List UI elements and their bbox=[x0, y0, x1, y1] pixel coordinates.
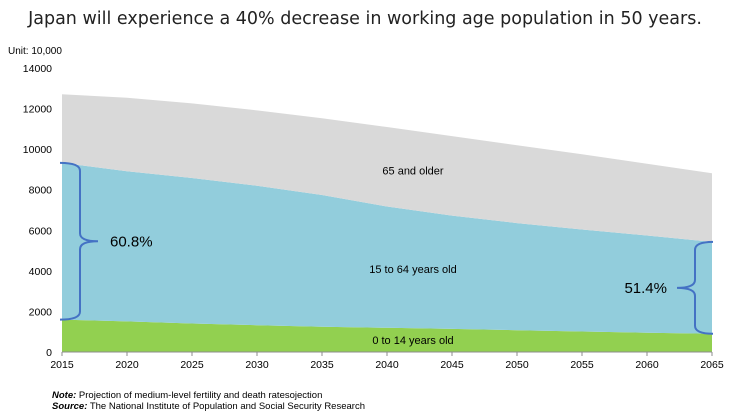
source-text: The National Institute of Population and… bbox=[87, 401, 365, 412]
x-tick-label: 2040 bbox=[375, 359, 399, 371]
percentage-bracket bbox=[59, 161, 99, 321]
source-line: Source: The National Institute of Popula… bbox=[52, 401, 365, 412]
series-label: 0 to 14 years old bbox=[372, 335, 453, 347]
y-tick-label: 14000 bbox=[23, 63, 52, 75]
footnotes: Note: Projection of medium-level fertili… bbox=[52, 390, 365, 412]
x-tick-label: 2065 bbox=[700, 359, 724, 371]
series-label: 65 and older bbox=[382, 165, 443, 177]
percentage-label: 51.4% bbox=[624, 280, 667, 297]
chart-title: Japan will experience a 40% decrease in … bbox=[28, 9, 702, 29]
y-tick-label: 6000 bbox=[29, 225, 53, 237]
area-15-to-64-years-old bbox=[62, 162, 712, 334]
x-tick-label: 2035 bbox=[310, 359, 334, 371]
x-tick-label: 2025 bbox=[180, 359, 204, 371]
source-label: Source: bbox=[52, 401, 88, 412]
x-tick-label: 2055 bbox=[570, 359, 594, 371]
y-tick-label: 10000 bbox=[23, 144, 52, 156]
series-label: 15 to 64 years old bbox=[369, 264, 456, 276]
x-tick-label: 2045 bbox=[440, 359, 464, 371]
area-0-to-14-years-old bbox=[62, 319, 712, 352]
y-tick-label: 0 bbox=[46, 347, 52, 359]
x-tick-label: 2050 bbox=[505, 359, 529, 371]
x-tick-label: 2020 bbox=[115, 359, 139, 371]
x-tick-label: 2060 bbox=[635, 359, 659, 371]
x-tick-label: 2030 bbox=[245, 359, 269, 371]
x-tick-label: 2015 bbox=[50, 359, 74, 371]
percentage-bracket bbox=[676, 240, 714, 335]
y-tick-label: 8000 bbox=[29, 185, 53, 197]
y-tick-label: 2000 bbox=[29, 306, 53, 318]
y-tick-label: 12000 bbox=[23, 104, 52, 116]
note-line: Note: Projection of medium-level fertili… bbox=[52, 390, 365, 401]
percentage-label: 60.8% bbox=[110, 233, 153, 250]
note-label: Note: bbox=[52, 390, 77, 401]
y-tick-label: 4000 bbox=[29, 266, 53, 278]
area-65-and-older bbox=[62, 94, 712, 242]
unit-label: Unit: 10,000 bbox=[8, 46, 62, 57]
note-text: Projection of medium-level fertility and… bbox=[76, 390, 323, 401]
